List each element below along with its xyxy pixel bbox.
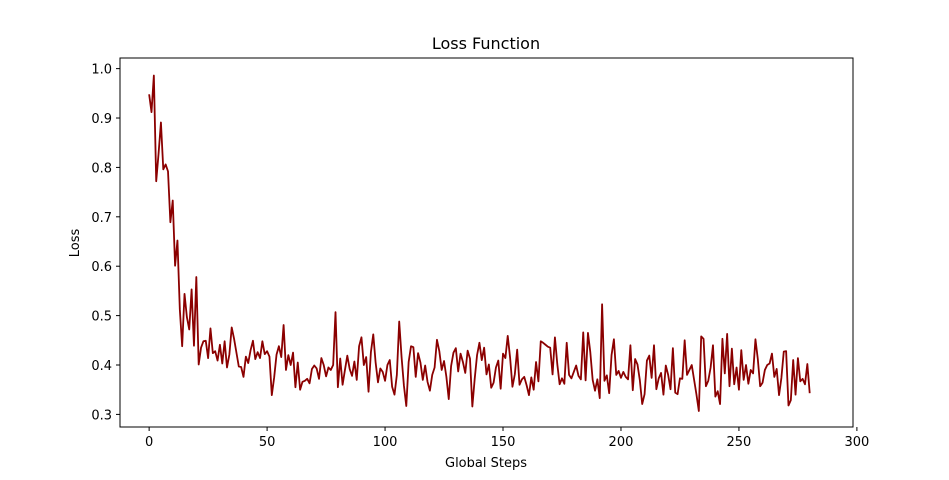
y-tick-label: 0.3: [91, 408, 112, 423]
x-tick-label: 0: [145, 435, 153, 450]
y-tick-label: 0.8: [91, 161, 112, 176]
x-tick-label: 250: [727, 435, 752, 450]
x-tick-label: 300: [844, 435, 869, 450]
plot-area: 0 50 100 150 200 250 300 0.3 0.4 0.5 0.6 0.7 0.8 0.9…: [91, 57, 869, 450]
x-tick-label: 50: [259, 435, 276, 450]
x-tick-label: 100: [373, 435, 398, 450]
y-tick-label: 0.5: [91, 310, 112, 325]
y-tick-label: 0.9: [91, 112, 112, 127]
y-axis-label: Loss: [68, 229, 83, 258]
y-axis-ticks: 0.3 0.4 0.5 0.6 0.7 0.8 0.9 1.0: [91, 63, 120, 423]
x-axis-ticks: 0 50 100 150 200 250 300: [145, 427, 869, 450]
y-tick-label: 1.0: [91, 63, 112, 78]
chart-title: Loss Function: [432, 34, 540, 53]
y-tick-label: 0.4: [91, 359, 112, 374]
x-tick-label: 150: [491, 435, 516, 450]
y-tick-label: 0.7: [91, 211, 112, 226]
y-tick-label: 0.6: [91, 260, 112, 275]
loss-series-line: [148, 74, 811, 412]
x-tick-label: 200: [609, 435, 634, 450]
x-axis-label: Global Steps: [445, 456, 527, 471]
